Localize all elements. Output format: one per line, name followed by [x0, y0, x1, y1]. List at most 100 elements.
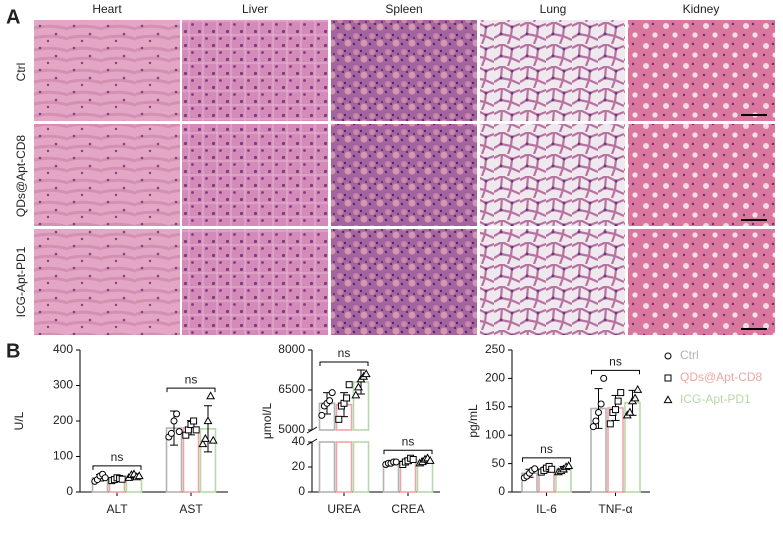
- column-header: Liver: [242, 2, 268, 16]
- significance-bracket: [522, 457, 571, 462]
- tissue-image: [34, 124, 180, 226]
- data-point: [206, 391, 216, 400]
- data-point: [343, 394, 351, 402]
- data-point: [625, 407, 635, 416]
- y-axis-label: μmol/L: [260, 403, 274, 440]
- significance-label: ns: [540, 442, 553, 456]
- y-axis-label: pg/mL: [466, 404, 480, 438]
- tissue-image: [628, 20, 775, 121]
- data-point: [612, 406, 619, 414]
- y-tick-label: 100: [485, 427, 505, 441]
- y-tick-label: 8000: [278, 342, 305, 356]
- tissue-image: [331, 124, 477, 226]
- tissue-image: [182, 20, 328, 121]
- data-point: [198, 439, 208, 448]
- data-point: [208, 435, 218, 444]
- data-point: [630, 393, 640, 402]
- legend-label: ICG-Apt-PD1: [680, 392, 751, 406]
- y-tick-label: 200: [53, 413, 73, 427]
- y-tick-label: 0: [298, 484, 305, 498]
- significance-bracket: [166, 387, 216, 393]
- data-point: [101, 474, 109, 482]
- data-point: [633, 384, 643, 393]
- column-header: Lung: [540, 2, 567, 16]
- y-tick-label: 40: [292, 434, 306, 448]
- tissue-image: [34, 20, 180, 121]
- y-tick-label: 0: [66, 484, 73, 498]
- histology-grid: Heart Liver Spleen Lung Kidney Ctrl QDs@…: [14, 2, 775, 335]
- tissue-image: [331, 229, 477, 335]
- data-point: [175, 428, 183, 436]
- y-tick-label: 400: [53, 342, 73, 356]
- column-header: Spleen: [385, 2, 422, 16]
- data-point: [425, 455, 435, 464]
- significance-bracket: [591, 369, 640, 375]
- row-label: ICG-Apt-PD1: [14, 246, 28, 317]
- significance-label: ns: [609, 355, 622, 369]
- y-tick-label: 0: [498, 484, 505, 498]
- tissue-image: [480, 20, 625, 121]
- significance-bracket: [383, 449, 433, 455]
- data-point: [600, 374, 608, 382]
- tissue-image: [628, 229, 775, 335]
- row-label: Ctrl: [14, 63, 28, 82]
- tissue-image: [34, 229, 180, 335]
- data-point: [531, 465, 539, 473]
- legend-label: QDs@Apt-CD8: [680, 370, 763, 384]
- data-point: [200, 433, 210, 442]
- tissue-image: [331, 20, 477, 121]
- data-point: [134, 471, 144, 480]
- data-point: [335, 415, 343, 423]
- x-tick-label: CREA: [391, 502, 424, 516]
- x-tick-label: IL-6: [536, 502, 557, 516]
- y-tick-label: 6500: [278, 382, 305, 396]
- data-point: [173, 410, 181, 418]
- axis-break: [306, 438, 318, 446]
- data-point: [597, 400, 605, 408]
- data-point: [328, 389, 336, 397]
- panel-label: A: [6, 6, 20, 28]
- y-tick-label: 5000: [278, 422, 305, 436]
- data-point: [592, 417, 600, 425]
- legend-marker: [663, 395, 673, 404]
- significance-bracket: [319, 361, 369, 366]
- y-tick-label: 50: [492, 456, 506, 470]
- data-point: [614, 397, 622, 405]
- data-point: [170, 417, 178, 425]
- y-tick-label: 200: [485, 371, 505, 385]
- data-point: [392, 458, 400, 466]
- data-point: [564, 461, 574, 469]
- significance-label: ns: [185, 372, 198, 386]
- data-point: [192, 426, 200, 434]
- column-header: Kidney: [683, 2, 720, 16]
- y-tick-label: 100: [53, 449, 73, 463]
- data-point: [190, 417, 198, 425]
- data-point: [351, 390, 361, 399]
- column-header: Heart: [92, 2, 122, 16]
- significance-label: ns: [111, 450, 124, 464]
- data-point: [617, 389, 625, 397]
- data-point: [409, 456, 417, 463]
- data-point: [326, 397, 334, 405]
- row-label: QDs@Apt-CD8: [14, 135, 28, 218]
- bar: [352, 441, 370, 493]
- data-point: [606, 420, 614, 428]
- legend-marker: [664, 374, 672, 382]
- data-point: [589, 423, 597, 431]
- data-point: [118, 475, 126, 483]
- data-point: [361, 369, 371, 378]
- x-tick-label: TNF-α: [598, 502, 632, 516]
- data-point: [345, 381, 353, 389]
- tissue-image: [182, 229, 328, 335]
- panel-label: B: [6, 340, 20, 362]
- tissue-image: [480, 229, 625, 335]
- y-tick-label: 300: [53, 378, 73, 392]
- x-tick-label: ALT: [106, 502, 128, 516]
- data-point: [548, 465, 556, 473]
- significance-bracket: [92, 465, 142, 470]
- y-tick-label: 20: [292, 459, 306, 473]
- legend-marker: [664, 352, 672, 360]
- x-tick-label: AST: [179, 502, 203, 516]
- tissue-image: [628, 124, 775, 226]
